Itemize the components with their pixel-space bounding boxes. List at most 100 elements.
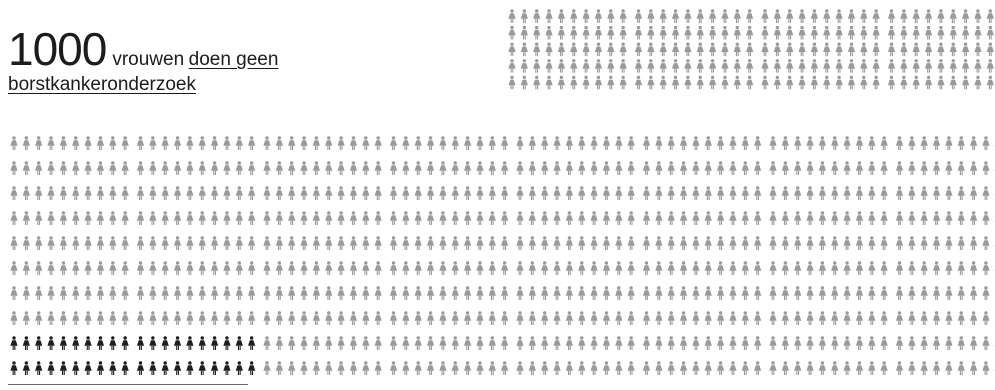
woman-icon [908,311,916,325]
woman-icon [541,336,549,350]
woman-icon [798,59,806,73]
woman-icon [109,261,117,275]
woman-icon [912,75,920,90]
woman-icon [741,286,749,300]
woman-icon [173,211,182,225]
woman-icon [704,236,712,250]
woman-icon [843,161,851,175]
woman-icon [439,336,447,350]
woman-icon [627,236,635,250]
woman-icon [173,161,182,175]
woman-icon [684,25,692,40]
woman-icon [47,136,55,150]
woman-icon [607,59,615,73]
woman-icon [932,186,941,200]
woman-icon [880,311,888,325]
woman-icon [594,59,603,73]
woman-icon [615,311,623,325]
woman-icon [149,211,157,225]
woman-icon [337,336,345,350]
woman-icon [769,186,777,200]
woman-icon [263,186,271,200]
woman-icon [121,311,129,325]
woman-icon-highlighted [84,336,92,350]
woman-icon [843,136,851,150]
woman-icon [895,261,904,275]
woman-icon [895,236,904,250]
woman-icon [300,311,308,325]
woman-icon [464,261,472,275]
woman-icon [59,186,67,200]
woman-icon [692,211,700,225]
woman-icon [109,211,117,225]
woman-icon [47,311,55,325]
woman-icon-highlighted [35,336,43,350]
woman-icon [300,286,308,300]
woman-icon [149,161,157,175]
woman-icon [590,211,598,225]
woman-icon [349,186,358,200]
woman-icon [647,9,655,23]
woman-icon [22,161,30,175]
woman-icon [84,186,92,200]
woman-icon [823,9,831,23]
woman-icon [843,286,851,300]
woman-icon [22,286,30,300]
woman-icon [855,236,864,250]
woman-icon [895,211,904,225]
woman-icon [855,136,864,150]
woman-icon [709,75,717,90]
woman-icon [439,261,447,275]
woman-icon [223,236,231,250]
woman-icon [908,361,916,375]
woman-icon [880,186,888,200]
woman-icon [692,336,700,350]
baseline-rule [8,384,248,385]
woman-icon [634,9,643,23]
woman-icon [860,59,868,73]
woman-icon [149,311,157,325]
woman-icon [970,361,978,375]
woman-icon [72,136,80,150]
woman-icon [908,161,916,175]
woman-icon [121,136,129,150]
headline-phrase-line1: doen geen [188,49,279,70]
woman-icon [594,75,603,90]
woman-icon [553,186,561,200]
woman-icon [781,211,789,225]
woman-icon [741,161,749,175]
woman-icon [235,161,243,175]
woman-icon [786,42,794,57]
woman-icon [945,136,953,150]
woman-icon [619,75,627,90]
woman-icon [647,25,655,40]
woman-icon [84,136,92,150]
woman-icon [198,236,206,250]
woman-icon [717,261,725,275]
woman-icon [667,361,675,375]
woman-icon-highlighted [198,361,206,375]
woman-icon [847,9,856,23]
woman-icon [545,59,553,73]
woman-icon [488,186,496,200]
woman-icon [541,361,549,375]
woman-icon [949,25,957,40]
woman-icon [932,211,941,225]
woman-icon [982,336,990,350]
woman-icon [186,186,194,200]
woman-icon [374,236,382,250]
woman-icon [235,261,243,275]
woman-icon [508,59,516,73]
woman-icon [426,236,435,250]
woman-icon [655,336,663,350]
woman-icon [426,136,435,150]
woman-icon-highlighted [136,336,145,350]
woman-icon [982,186,990,200]
woman-icon [275,311,283,325]
woman-icon [721,42,729,57]
woman-icon [924,42,933,57]
woman-icon [501,336,509,350]
woman-icon [709,25,717,40]
woman-icon [516,311,524,325]
woman-icon [263,361,271,375]
